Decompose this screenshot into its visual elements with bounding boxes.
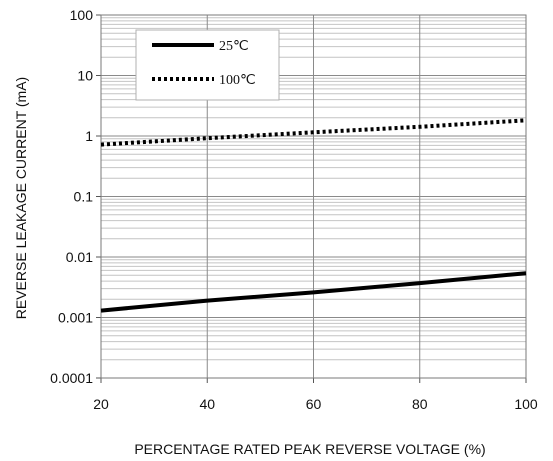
series-layer xyxy=(100,118,527,313)
x-tick-label: 20 xyxy=(93,396,109,412)
y-tick-label: 10 xyxy=(77,68,93,84)
x-tick-label: 60 xyxy=(306,396,322,412)
legend-box xyxy=(135,29,280,101)
legend: 25℃ 100℃ xyxy=(135,29,280,101)
series-line-25c xyxy=(100,271,527,313)
series-line-100c xyxy=(100,118,527,147)
y-tick-label: 100 xyxy=(70,7,94,23)
y-tick-label: 0.01 xyxy=(66,249,93,265)
y-tick-label: 1 xyxy=(85,128,93,144)
x-axis-title: PERCENTAGE RATED PEAK REVERSE VOLTAGE (%… xyxy=(134,441,485,457)
plot-area-border xyxy=(100,14,527,379)
legend-label-25c: 25℃ xyxy=(219,39,249,54)
legend-label-100c: 100℃ xyxy=(219,73,256,88)
x-tick-label: 40 xyxy=(199,396,215,412)
y-tick-label: 0.0001 xyxy=(50,370,93,386)
y-axis-title: REVERSE LEAKAGE CURRENT (mA) xyxy=(13,77,29,319)
x-tick-label: 80 xyxy=(412,396,428,412)
x-tick-label: 100 xyxy=(514,396,538,412)
y-tick-label: 0.001 xyxy=(58,310,93,326)
y-tick-label: 0.1 xyxy=(74,189,94,205)
